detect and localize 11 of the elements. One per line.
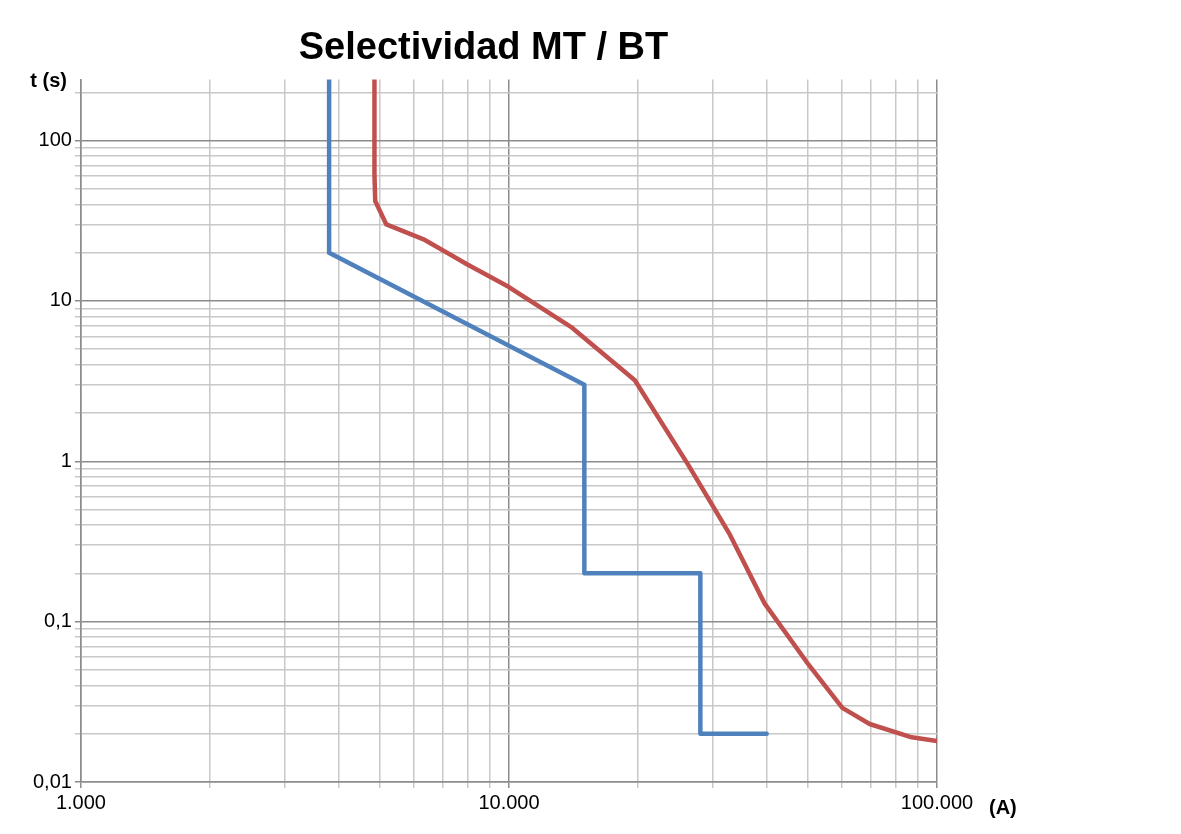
y-axis-title: t (s) (30, 69, 67, 92)
y-tick-label: 100 (38, 128, 72, 151)
y-tick-label: 0,01 (32, 769, 72, 792)
x-tick-label: 1.000 (55, 790, 106, 813)
y-tick-label: 10 (49, 288, 72, 311)
y-tick-label: 0,1 (44, 609, 72, 632)
x-axis-title: (A) (989, 795, 1017, 818)
y-tick-label: 1 (60, 448, 72, 471)
x-tick-label: 10.000 (478, 790, 540, 813)
chart-title: Selectividad MT / BT (298, 25, 669, 68)
x-tick-label: 100.000 (900, 790, 974, 813)
